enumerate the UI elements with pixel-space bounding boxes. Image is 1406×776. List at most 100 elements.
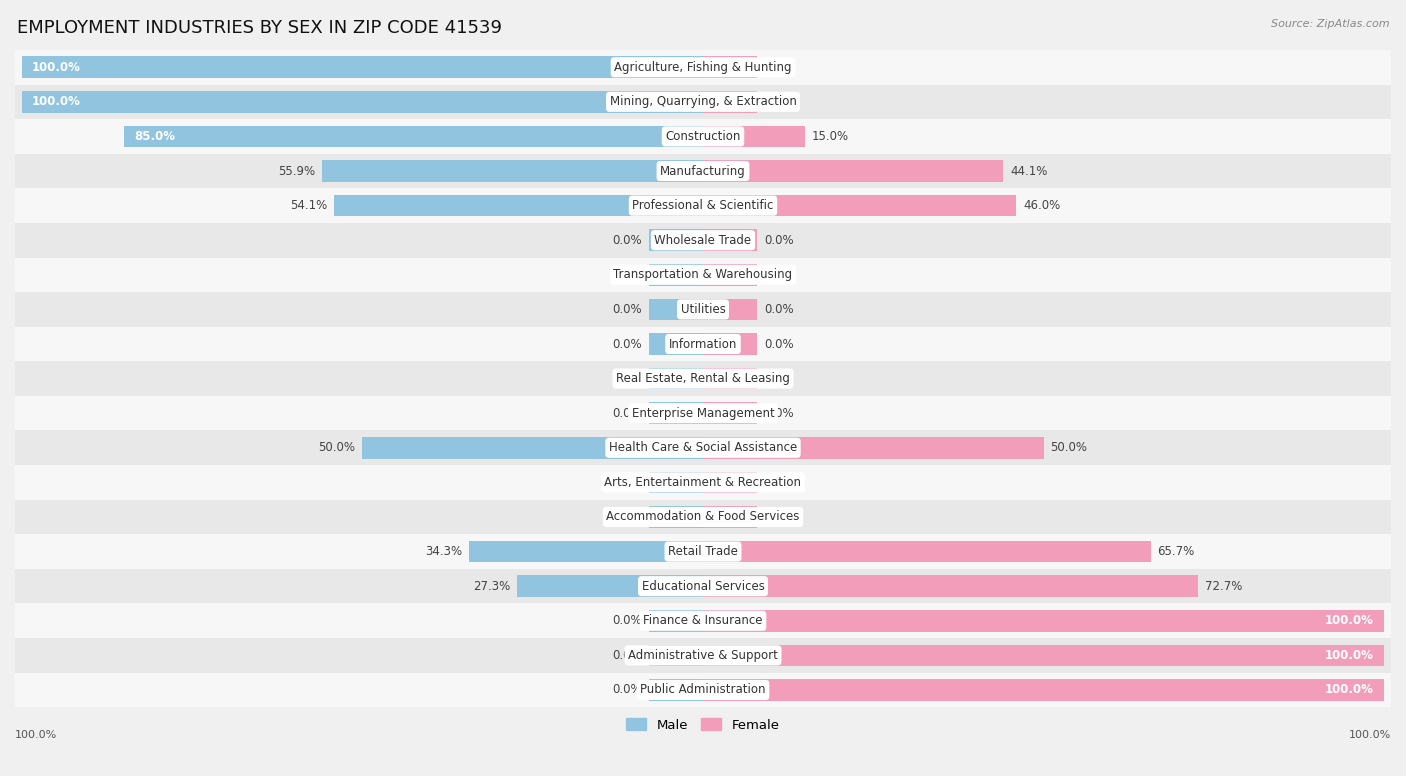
Bar bbox=[15, 327, 1391, 362]
Bar bbox=[15, 362, 1391, 396]
Bar bbox=[648, 645, 703, 666]
Bar bbox=[124, 126, 703, 147]
Bar bbox=[15, 431, 1391, 465]
Text: 100.0%: 100.0% bbox=[32, 61, 82, 74]
Bar bbox=[15, 189, 1391, 223]
Legend: Male, Female: Male, Female bbox=[621, 713, 785, 737]
Bar bbox=[15, 604, 1391, 638]
Bar bbox=[703, 368, 758, 390]
Bar bbox=[703, 126, 806, 147]
Text: Health Care & Social Assistance: Health Care & Social Assistance bbox=[609, 442, 797, 454]
Bar bbox=[648, 403, 703, 424]
Text: 0.0%: 0.0% bbox=[612, 407, 641, 420]
Text: 100.0%: 100.0% bbox=[1348, 729, 1391, 740]
Text: 0.0%: 0.0% bbox=[612, 372, 641, 385]
Bar bbox=[15, 569, 1391, 604]
Text: 0.0%: 0.0% bbox=[612, 338, 641, 351]
Bar bbox=[703, 403, 758, 424]
Bar bbox=[648, 368, 703, 390]
Text: Educational Services: Educational Services bbox=[641, 580, 765, 593]
Text: Transportation & Warehousing: Transportation & Warehousing bbox=[613, 268, 793, 282]
Bar bbox=[470, 541, 703, 563]
Text: 85.0%: 85.0% bbox=[134, 130, 176, 143]
Bar bbox=[703, 541, 1150, 563]
Text: 0.0%: 0.0% bbox=[765, 234, 794, 247]
Bar bbox=[648, 264, 703, 286]
Text: EMPLOYMENT INDUSTRIES BY SEX IN ZIP CODE 41539: EMPLOYMENT INDUSTRIES BY SEX IN ZIP CODE… bbox=[17, 19, 502, 37]
Text: 0.0%: 0.0% bbox=[612, 476, 641, 489]
Text: Wholesale Trade: Wholesale Trade bbox=[654, 234, 752, 247]
Bar bbox=[15, 223, 1391, 258]
Text: 15.0%: 15.0% bbox=[813, 130, 849, 143]
Text: Retail Trade: Retail Trade bbox=[668, 545, 738, 558]
Text: Construction: Construction bbox=[665, 130, 741, 143]
Bar bbox=[648, 679, 703, 701]
Text: 46.0%: 46.0% bbox=[1024, 199, 1060, 212]
Bar bbox=[517, 576, 703, 597]
Text: 0.0%: 0.0% bbox=[612, 649, 641, 662]
Text: Accommodation & Food Services: Accommodation & Food Services bbox=[606, 511, 800, 524]
Bar bbox=[15, 465, 1391, 500]
Text: 0.0%: 0.0% bbox=[612, 511, 641, 524]
Text: 0.0%: 0.0% bbox=[765, 303, 794, 316]
Bar bbox=[15, 85, 1391, 119]
Text: 0.0%: 0.0% bbox=[765, 476, 794, 489]
Bar bbox=[703, 299, 758, 320]
Bar bbox=[703, 195, 1017, 217]
Text: 54.1%: 54.1% bbox=[291, 199, 328, 212]
Text: 34.3%: 34.3% bbox=[426, 545, 463, 558]
Bar bbox=[15, 154, 1391, 189]
Bar bbox=[22, 57, 703, 78]
Bar bbox=[703, 679, 1384, 701]
Text: 0.0%: 0.0% bbox=[612, 234, 641, 247]
Bar bbox=[703, 610, 1384, 632]
Text: 0.0%: 0.0% bbox=[765, 95, 794, 109]
Bar bbox=[703, 230, 758, 251]
Text: 44.1%: 44.1% bbox=[1011, 165, 1047, 178]
Text: Manufacturing: Manufacturing bbox=[661, 165, 745, 178]
Text: Administrative & Support: Administrative & Support bbox=[628, 649, 778, 662]
Text: 0.0%: 0.0% bbox=[765, 61, 794, 74]
Bar bbox=[15, 119, 1391, 154]
Text: 72.7%: 72.7% bbox=[1205, 580, 1243, 593]
Text: 27.3%: 27.3% bbox=[472, 580, 510, 593]
Text: Real Estate, Rental & Leasing: Real Estate, Rental & Leasing bbox=[616, 372, 790, 385]
Text: Agriculture, Fishing & Hunting: Agriculture, Fishing & Hunting bbox=[614, 61, 792, 74]
Bar bbox=[15, 535, 1391, 569]
Text: 100.0%: 100.0% bbox=[15, 729, 58, 740]
Text: 0.0%: 0.0% bbox=[612, 684, 641, 697]
Bar bbox=[15, 258, 1391, 292]
Bar bbox=[703, 161, 1004, 182]
Text: 0.0%: 0.0% bbox=[765, 407, 794, 420]
Bar bbox=[648, 230, 703, 251]
Text: 0.0%: 0.0% bbox=[765, 511, 794, 524]
Bar bbox=[322, 161, 703, 182]
Bar bbox=[648, 299, 703, 320]
Text: Finance & Insurance: Finance & Insurance bbox=[644, 615, 762, 627]
Text: Source: ZipAtlas.com: Source: ZipAtlas.com bbox=[1271, 19, 1389, 29]
Bar bbox=[648, 506, 703, 528]
Text: 100.0%: 100.0% bbox=[32, 95, 82, 109]
Text: 100.0%: 100.0% bbox=[1324, 649, 1374, 662]
Bar bbox=[703, 576, 1198, 597]
Bar bbox=[703, 264, 758, 286]
Bar bbox=[703, 437, 1043, 459]
Text: 55.9%: 55.9% bbox=[278, 165, 315, 178]
Text: 0.0%: 0.0% bbox=[612, 615, 641, 627]
Text: 100.0%: 100.0% bbox=[1324, 615, 1374, 627]
Bar bbox=[15, 292, 1391, 327]
Bar bbox=[703, 645, 1384, 666]
Text: 0.0%: 0.0% bbox=[765, 268, 794, 282]
Text: 50.0%: 50.0% bbox=[319, 442, 356, 454]
Bar bbox=[15, 500, 1391, 535]
Bar bbox=[15, 673, 1391, 707]
Bar bbox=[703, 91, 758, 113]
Bar bbox=[703, 472, 758, 493]
Text: Arts, Entertainment & Recreation: Arts, Entertainment & Recreation bbox=[605, 476, 801, 489]
Bar bbox=[335, 195, 703, 217]
Text: Information: Information bbox=[669, 338, 737, 351]
Text: 0.0%: 0.0% bbox=[612, 303, 641, 316]
Bar bbox=[22, 91, 703, 113]
Text: Enterprise Management: Enterprise Management bbox=[631, 407, 775, 420]
Bar bbox=[15, 396, 1391, 431]
